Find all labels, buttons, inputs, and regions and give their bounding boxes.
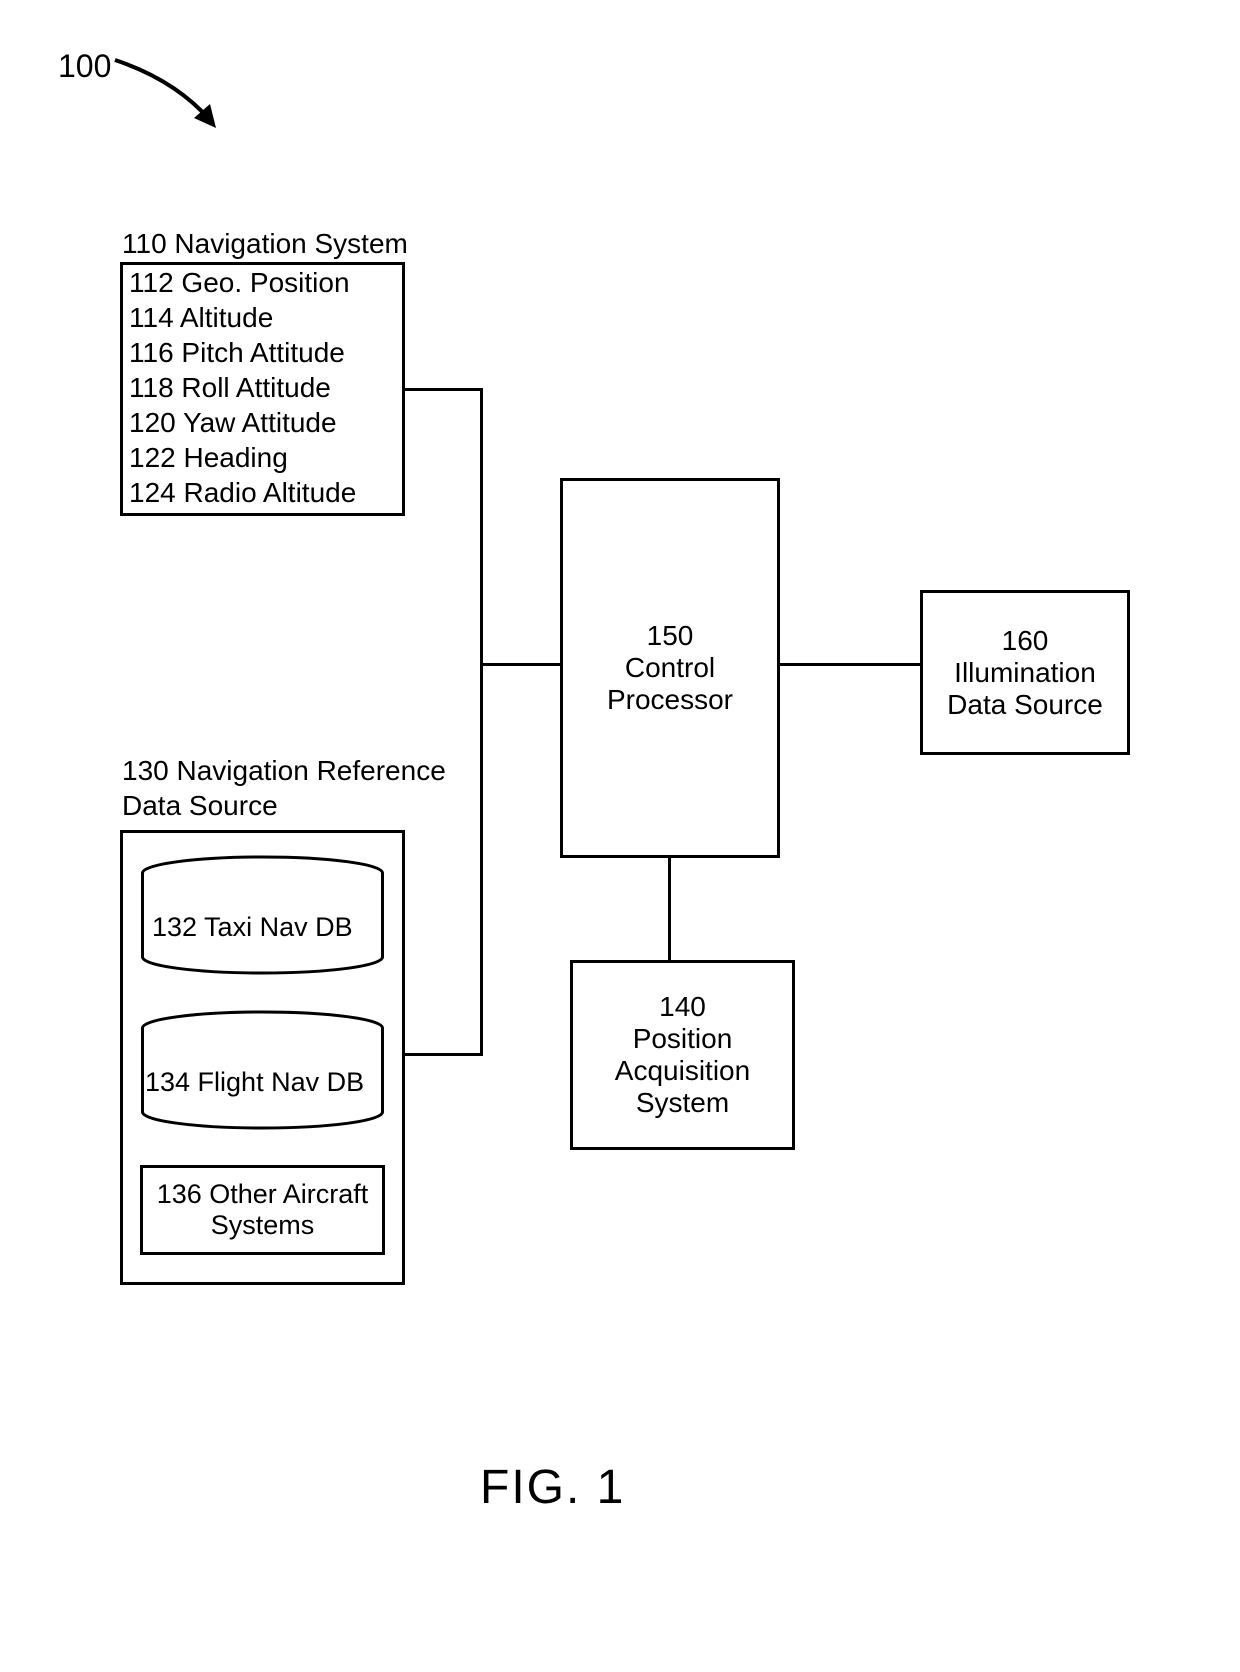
nav-ref-title-2: Data Source xyxy=(122,790,278,822)
nav-system-title: 110 Navigation System xyxy=(122,228,408,260)
conn-ref-to-bus xyxy=(405,1053,483,1056)
nav-item-3: 118 Roll Attitude xyxy=(123,370,402,405)
conn-nav-to-bus xyxy=(405,388,483,391)
conn-bus-vert xyxy=(480,388,483,1056)
nav-item-6: 124 Radio Altitude xyxy=(123,475,402,510)
nav-ref-title-1: 130 Navigation Reference xyxy=(122,755,446,787)
pos-num: 140 xyxy=(573,991,792,1023)
other-aircraft-box: 136 Other Aircraft Systems xyxy=(140,1165,385,1255)
pos-l2: Acquisition xyxy=(573,1055,792,1087)
illum-l1: Illumination xyxy=(923,657,1127,689)
position-acq-box: 140 Position Acquisition System xyxy=(570,960,795,1150)
nav-item-4: 120 Yaw Attitude xyxy=(123,405,402,440)
nav-item-1: 114 Altitude xyxy=(123,300,402,335)
illum-num: 160 xyxy=(923,625,1127,657)
pos-l3: System xyxy=(573,1087,792,1119)
nav-system-box: 112 Geo. Position 114 Altitude 116 Pitch… xyxy=(120,262,405,516)
conn-bus-to-ctrl xyxy=(480,663,560,666)
pos-l1: Position xyxy=(573,1023,792,1055)
flight-db-label: 134 Flight Nav DB xyxy=(145,1067,364,1098)
control-l2: Processor xyxy=(563,684,777,716)
taxi-db-label: 132 Taxi Nav DB xyxy=(152,912,353,943)
conn-ctrl-to-pos xyxy=(668,858,671,960)
illum-l2: Data Source xyxy=(923,689,1127,721)
figure-caption: FIG. 1 xyxy=(480,1460,625,1515)
nav-item-2: 116 Pitch Attitude xyxy=(123,335,402,370)
ref-arrow xyxy=(0,0,260,160)
other-aircraft-l1: 136 Other Aircraft xyxy=(143,1179,382,1210)
other-aircraft-l2: Systems xyxy=(143,1210,382,1241)
control-l1: Control xyxy=(563,652,777,684)
nav-item-5: 122 Heading xyxy=(123,440,402,475)
control-num: 150 xyxy=(563,620,777,652)
control-processor-box: 150 Control Processor xyxy=(560,478,780,858)
conn-ctrl-to-illum xyxy=(780,663,920,666)
illumination-box: 160 Illumination Data Source xyxy=(920,590,1130,755)
nav-item-0: 112 Geo. Position xyxy=(123,265,402,300)
